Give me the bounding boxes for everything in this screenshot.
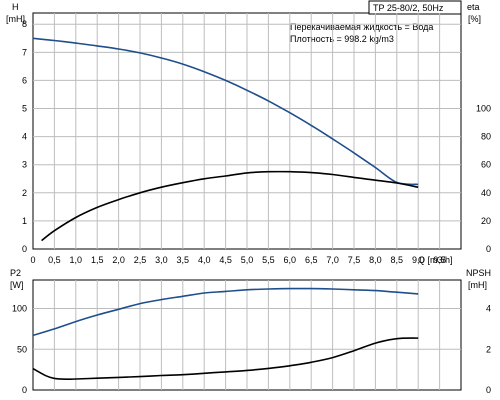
top-right-tick-label: 40 [481, 188, 491, 198]
top-left-tick-label: 2 [22, 188, 27, 198]
top-right-tick-label: 80 [481, 132, 491, 142]
x-tick-label: 4,0 [198, 255, 211, 265]
title-box [368, 0, 462, 15]
top-right-tick-label: 60 [481, 160, 491, 170]
bottom-left-tick-label: 50 [17, 344, 27, 354]
top-left-tick-label: 0 [22, 244, 27, 254]
tick-label-layer: 0 0,5 1,0 1,5 2,0 2,5 3,0 3,5 4,0 4,5 5,0 5,5 6,0 6,5… [12, 19, 491, 395]
x-tick-label: 7,5 [348, 255, 361, 265]
bottom-right-axis-unit: [mH] [468, 280, 487, 290]
density-note: Плотность = 998.2 kg/m3 [290, 34, 394, 44]
x-tick-label: 6,5 [305, 255, 318, 265]
top-left-axis-label: H [12, 2, 19, 12]
bottom-left-axis-unit: [W] [10, 280, 24, 290]
top-right-tick-label: 100 [476, 104, 491, 114]
top-left-tick-label: 5 [22, 104, 27, 114]
bottom-left-axis-label: P2 [10, 268, 21, 278]
fluid-note: Перекачиваемая жидкость = Вода [290, 22, 433, 32]
x-tick-label: 3,5 [177, 255, 190, 265]
x-tick-label: 2,5 [134, 255, 147, 265]
grid-layer [33, 13, 461, 390]
x-tick-label: 6,0 [284, 255, 297, 265]
x-tick-label: 3,0 [155, 255, 168, 265]
chart-title: TP 25-80/2, 50Hz [373, 3, 444, 13]
x-tick-label: 9,5 [433, 255, 446, 265]
bottom-left-tick-label: 0 [22, 385, 27, 395]
bottom-right-tick-label: 4 [486, 304, 491, 314]
top-left-axis-unit: [mH] [6, 14, 25, 24]
x-tick-label: 8,0 [369, 255, 382, 265]
x-tick-label: 1,5 [91, 255, 104, 265]
top-left-tick-label: 4 [22, 132, 27, 142]
bottom-left-tick-label: 100 [12, 304, 27, 314]
top-left-tick-label: 3 [22, 160, 27, 170]
x-tick-label: 4,5 [219, 255, 232, 265]
x-tick-label: 1,0 [70, 255, 83, 265]
top-series-line-1 [32, 37, 419, 186]
bottom-right-tick-label: 2 [486, 344, 491, 354]
bottom-series-line-2 [32, 337, 419, 381]
series-layer [32, 37, 419, 381]
bottom-series-line-1 [32, 287, 419, 337]
x-tick-label: 7,0 [326, 255, 339, 265]
top-left-tick-label: 8 [22, 19, 27, 29]
top-right-tick-label: 0 [486, 244, 491, 254]
x-tick-label: 5,0 [241, 255, 254, 265]
top-right-axis-unit: [%] [468, 14, 481, 24]
x-tick-label: 2,0 [112, 255, 125, 265]
top-left-tick-label: 7 [22, 47, 27, 57]
top-right-tick-label: 20 [481, 216, 491, 226]
x-tick-label: 5,5 [262, 255, 275, 265]
bottom-right-tick-label: 0 [486, 385, 491, 395]
top-left-tick-label: 6 [22, 75, 27, 85]
x-axis-label: Q [m3/h] [418, 255, 453, 265]
bottom-right-axis-label: NPSH [466, 268, 491, 278]
x-tick-label: 9,0 [412, 255, 425, 265]
top-right-axis-label: eta [467, 2, 480, 12]
x-tick-label: 0,5 [48, 255, 61, 265]
x-tick-label: 8,5 [391, 255, 404, 265]
x-tick-label: 0 [30, 255, 35, 265]
top-left-tick-label: 1 [22, 216, 27, 226]
top-series-line-2 [41, 170, 419, 242]
